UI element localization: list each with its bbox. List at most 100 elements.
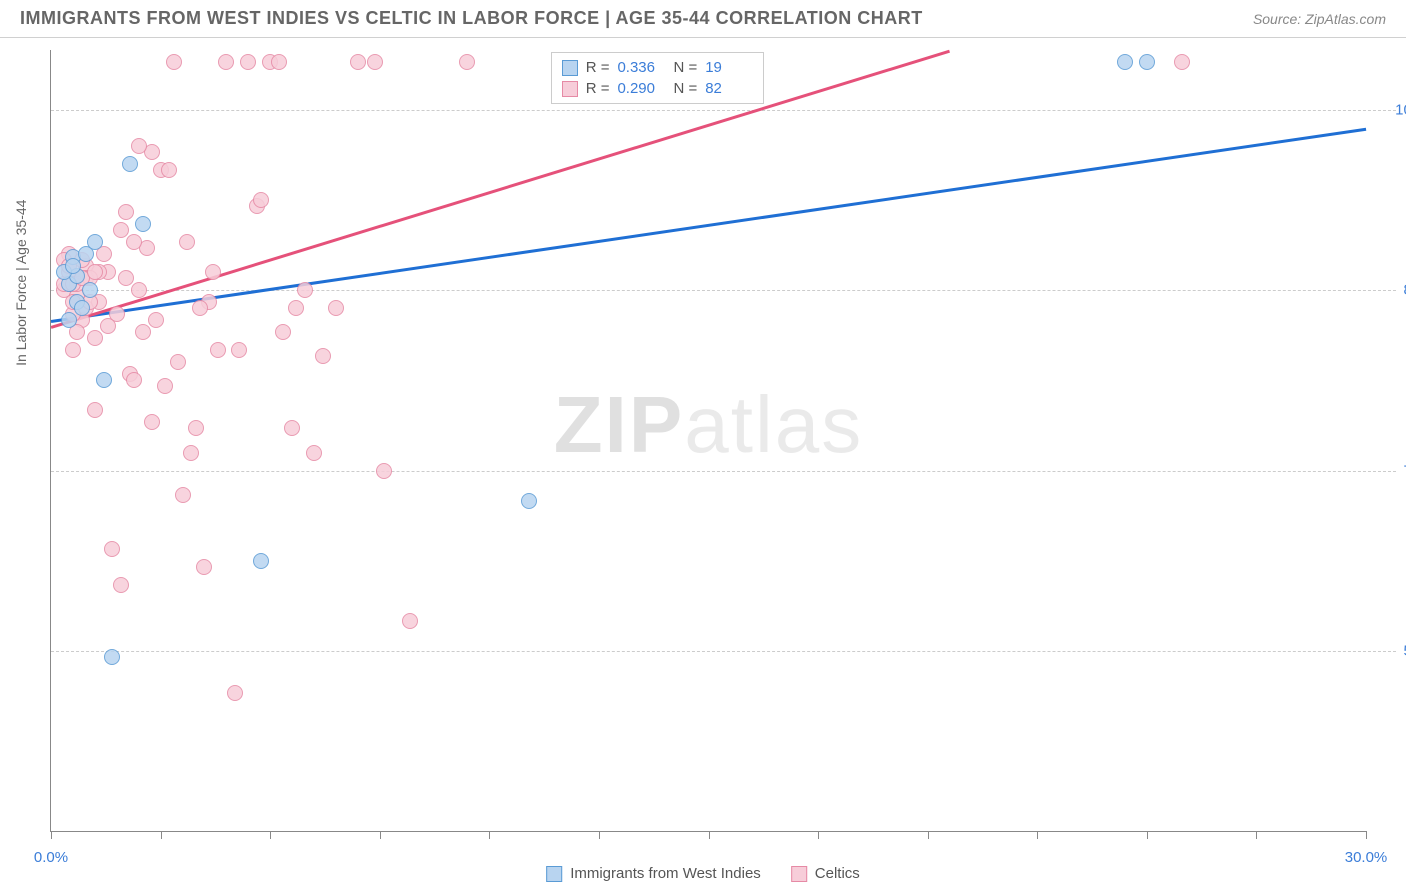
x-tick: [1366, 831, 1367, 839]
stats-row-series1: R = 0.336 N = 19: [562, 57, 754, 78]
scatter-point: [135, 216, 151, 232]
scatter-point: [367, 54, 383, 70]
scatter-point: [113, 577, 129, 593]
legend-label-1: Immigrants from West Indies: [570, 865, 761, 882]
r-value-2: 0.290: [617, 80, 665, 97]
scatter-point: [328, 300, 344, 316]
swatch-icon: [546, 866, 562, 882]
scatter-point: [113, 222, 129, 238]
x-tick: [1037, 831, 1038, 839]
scatter-point: [87, 234, 103, 250]
scatter-point: [306, 445, 322, 461]
scatter-point: [166, 54, 182, 70]
n-value-2: 82: [705, 80, 753, 97]
x-tick: [599, 831, 600, 839]
grid-line: [51, 110, 1396, 111]
scatter-point: [175, 487, 191, 503]
x-tick: [928, 831, 929, 839]
scatter-point: [275, 324, 291, 340]
scatter-point: [61, 312, 77, 328]
x-tick: [489, 831, 490, 839]
scatter-point: [240, 54, 256, 70]
scatter-point: [170, 354, 186, 370]
scatter-point: [118, 204, 134, 220]
y-axis-label: In Labor Force | Age 35-44: [13, 199, 29, 365]
legend-label-2: Celtics: [815, 865, 860, 882]
scatter-point: [288, 300, 304, 316]
scatter-point: [104, 541, 120, 557]
scatter-point: [210, 342, 226, 358]
scatter-point: [131, 282, 147, 298]
scatter-point: [100, 318, 116, 334]
x-tick: [161, 831, 162, 839]
watermark: ZIPatlas: [554, 379, 863, 471]
scatter-point: [144, 414, 160, 430]
scatter-point: [271, 54, 287, 70]
scatter-point: [74, 300, 90, 316]
scatter-point: [284, 420, 300, 436]
bottom-legend: Immigrants from West Indies Celtics: [546, 865, 860, 882]
source-attribution: Source: ZipAtlas.com: [1253, 11, 1386, 27]
scatter-point: [205, 264, 221, 280]
scatter-point: [65, 342, 81, 358]
x-tick: [818, 831, 819, 839]
swatch-icon: [562, 60, 578, 76]
grid-line: [51, 471, 1396, 472]
n-value-1: 19: [705, 59, 753, 76]
swatch-icon: [791, 866, 807, 882]
scatter-point: [402, 613, 418, 629]
trend-line: [51, 128, 1366, 323]
scatter-point: [126, 234, 142, 250]
scatter-point: [148, 312, 164, 328]
scatter-point: [350, 54, 366, 70]
x-tick: [709, 831, 710, 839]
scatter-point: [161, 162, 177, 178]
y-tick-label: 100.0%: [1376, 102, 1406, 119]
scatter-point: [1139, 54, 1155, 70]
swatch-icon: [562, 81, 578, 97]
scatter-point: [227, 685, 243, 701]
scatter-point: [196, 559, 212, 575]
scatter-point: [65, 258, 81, 274]
x-tick: [51, 831, 52, 839]
trend-line: [51, 50, 950, 329]
scatter-point: [87, 402, 103, 418]
scatter-point: [188, 420, 204, 436]
scatter-point: [459, 54, 475, 70]
scatter-point: [157, 378, 173, 394]
scatter-point: [104, 649, 120, 665]
stats-legend-box: R = 0.336 N = 19 R = 0.290 N = 82: [551, 52, 765, 104]
scatter-point: [135, 324, 151, 340]
scatter-point: [253, 553, 269, 569]
legend-item-1: Immigrants from West Indies: [546, 865, 761, 882]
scatter-point: [183, 445, 199, 461]
scatter-point: [218, 54, 234, 70]
scatter-point: [87, 264, 103, 280]
scatter-point: [87, 330, 103, 346]
scatter-point: [253, 192, 269, 208]
scatter-point: [315, 348, 331, 364]
stats-row-series2: R = 0.290 N = 82: [562, 78, 754, 99]
scatter-point: [179, 234, 195, 250]
scatter-point: [122, 156, 138, 172]
scatter-point: [118, 270, 134, 286]
y-tick-label: 70.0%: [1376, 462, 1406, 479]
scatter-point: [231, 342, 247, 358]
y-tick-label: 55.0%: [1376, 642, 1406, 659]
scatter-point: [1117, 54, 1133, 70]
scatter-point: [192, 300, 208, 316]
x-tick: [380, 831, 381, 839]
scatter-point: [297, 282, 313, 298]
x-tick: [1147, 831, 1148, 839]
chart-title: IMMIGRANTS FROM WEST INDIES VS CELTIC IN…: [20, 8, 923, 29]
scatter-point: [521, 493, 537, 509]
x-tick: [1256, 831, 1257, 839]
scatter-point: [131, 138, 147, 154]
scatter-point: [96, 372, 112, 388]
scatter-point: [376, 463, 392, 479]
x-tick-label: 30.0%: [1345, 849, 1388, 866]
grid-line: [51, 651, 1396, 652]
scatter-chart: In Labor Force | Age 35-44 ZIPatlas R = …: [50, 50, 1366, 832]
scatter-point: [126, 372, 142, 388]
scatter-point: [1174, 54, 1190, 70]
